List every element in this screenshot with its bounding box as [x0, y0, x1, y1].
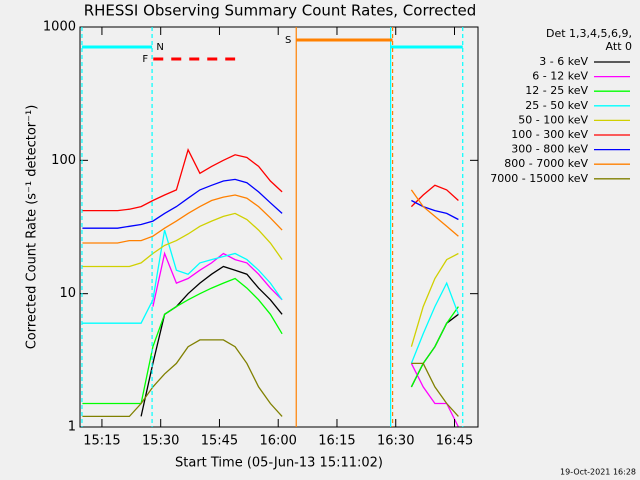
- y-tick-label: 10: [59, 286, 76, 301]
- legend-label: 100 - 300 keV: [511, 128, 588, 141]
- flag-label: F: [142, 54, 148, 65]
- x-tick-label: 15:45: [201, 434, 238, 449]
- y-tick-label: 1000: [43, 20, 76, 35]
- series-line: [82, 212, 459, 347]
- y-tick-label: 1: [68, 420, 76, 435]
- axes-frame: [79, 26, 479, 428]
- footer: 19-Oct-2021 16:28: [560, 468, 636, 477]
- legend-label: 300 - 800 keV: [511, 143, 588, 156]
- series-line: [82, 277, 459, 405]
- y-tick-label: 100: [51, 153, 76, 168]
- x-tick-label: 15:30: [142, 434, 179, 449]
- legend-label: 12 - 25 keV: [525, 84, 588, 97]
- flag-label: S: [285, 35, 291, 46]
- legend-label: 3 - 6 keV: [539, 55, 588, 68]
- flag-label: N: [156, 42, 163, 53]
- chart-title: RHESSI Observing Summary Count Rates, Co…: [84, 2, 477, 20]
- legend-title: Det 1,3,4,5,6,9,: [546, 27, 632, 40]
- y-axis-label: Corrected Count Rate (s⁻¹ detector⁻¹): [25, 105, 40, 350]
- series-line: [82, 148, 459, 212]
- x-tick-label: 16:30: [377, 434, 414, 449]
- plot-area: [82, 148, 460, 428]
- legend-label: 7000 - 15000 keV: [490, 172, 588, 185]
- x-axis-label: Start Time (05-Jun-13 15:11:02): [175, 456, 383, 471]
- legend-label: 25 - 50 keV: [525, 99, 588, 112]
- legend-label: 800 - 7000 keV: [504, 157, 588, 170]
- series-line: [82, 339, 459, 418]
- legend-label: 6 - 12 keV: [532, 70, 588, 83]
- legend-title: Att 0: [606, 40, 632, 53]
- x-tick-label: 16:15: [318, 434, 355, 449]
- x-tick-label: 16:45: [436, 434, 473, 449]
- series-line: [82, 229, 460, 364]
- series-line: [82, 189, 459, 244]
- legend-label: 50 - 100 keV: [518, 113, 588, 126]
- x-tick-label: 16:00: [259, 434, 296, 449]
- x-tick-label: 15:15: [83, 434, 120, 449]
- series-line: [82, 178, 459, 229]
